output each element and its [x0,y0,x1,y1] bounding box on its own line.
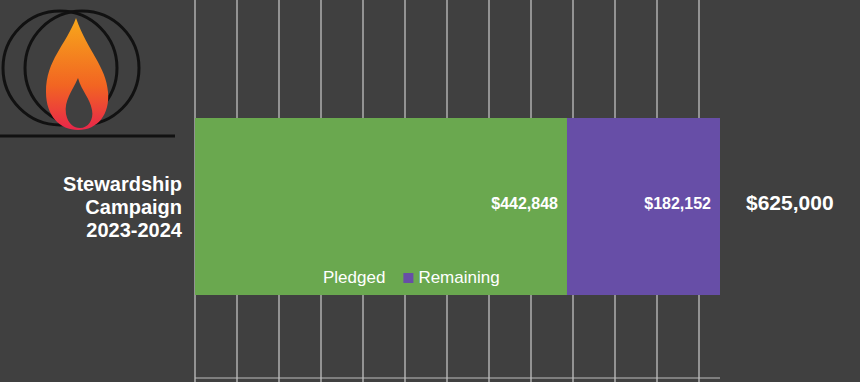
legend-label: Pledged [323,268,385,287]
bars [195,118,720,295]
x-axis-line [195,378,720,379]
data-label: $182,152 [644,195,711,212]
bar-segment [567,118,720,295]
legend-swatch [403,273,413,283]
category-label-line: Campaign [85,196,182,218]
data-label: $442,848 [491,195,558,212]
legend-swatch [308,273,318,283]
chart: $442,848 $182,152 StewardshipCampaign2023-… [0,0,860,382]
legend: Pledged Remaining [308,268,500,287]
category-label-line: 2023-2024 [86,219,183,241]
total-annotation: $625,000 [746,191,834,214]
category-label-line: Stewardship [63,173,182,195]
flame [46,18,108,130]
bar-segment [195,118,567,295]
flame-inner [66,78,93,128]
legend-label: Remaining [418,268,499,287]
category-label: StewardshipCampaign2023-2024 [63,173,183,241]
logo-line [0,135,175,138]
data-labels: $442,848 $182,152 [491,195,711,212]
logo [0,11,175,136]
